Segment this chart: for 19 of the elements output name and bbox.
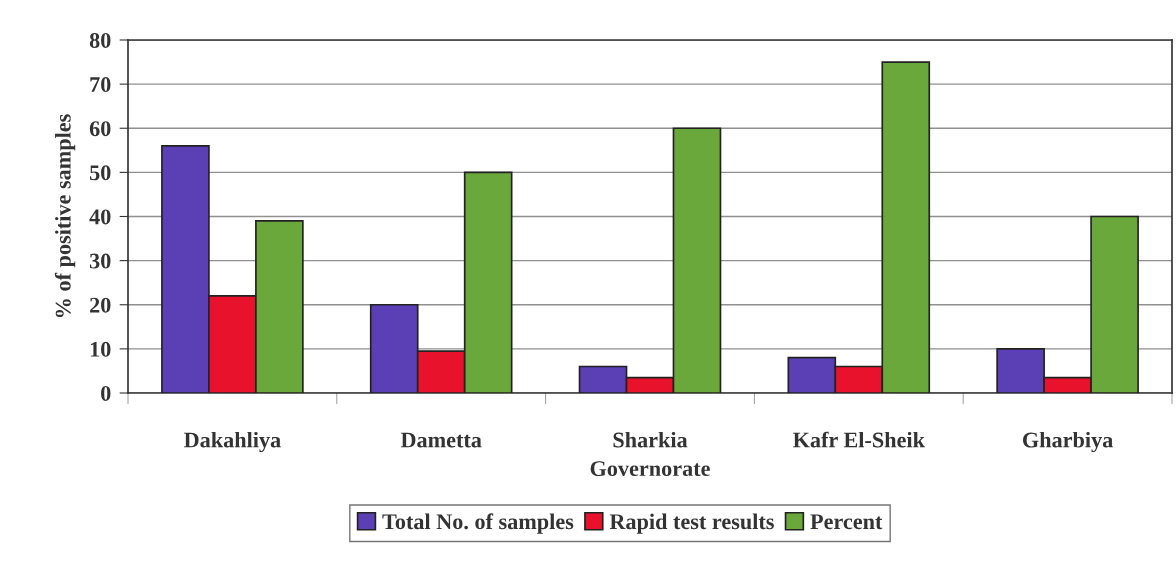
y-axis-title: % of positive samples — [54, 114, 76, 317]
y-tick-label: 80 — [89, 32, 111, 48]
y-tick-label: 10 — [90, 341, 111, 357]
x-tick-label: Kafr El-Sheik — [793, 431, 925, 448]
legend-label: Rapid test results — [609, 513, 774, 534]
x-tick-label: Dakahliya — [184, 431, 281, 453]
y-tick-label: 70 — [90, 77, 111, 93]
y-tick-label: 30 — [89, 253, 111, 269]
legend-label: Percent — [810, 514, 883, 530]
legend-label: Total No. of samples — [382, 513, 574, 534]
y-tick-label: 20 — [90, 297, 111, 313]
x-tick-label: Gharbiya — [1023, 431, 1113, 453]
x-tick-label: Dametta — [400, 432, 482, 448]
y-tick-label: 60 — [89, 121, 111, 137]
y-tick-label: 40 — [89, 209, 111, 225]
x-tick-label: Sharkia — [613, 431, 688, 448]
x-axis-title: Governorate — [590, 461, 710, 477]
y-tick-label: 0 — [101, 385, 111, 401]
y-tick-label: 50 — [90, 165, 111, 181]
